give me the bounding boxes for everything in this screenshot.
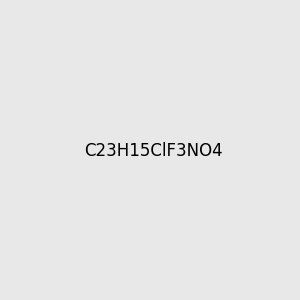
Text: C23H15ClF3NO4: C23H15ClF3NO4 (84, 142, 223, 160)
